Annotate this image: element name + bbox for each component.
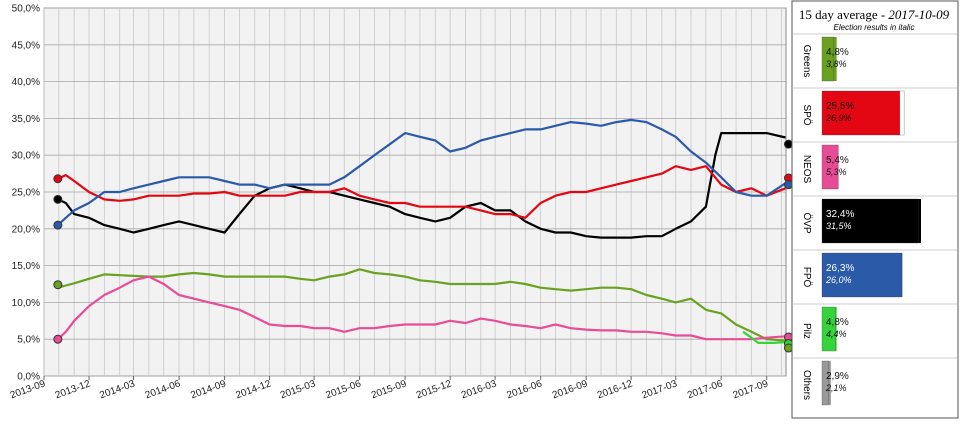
result-marker-fpoe — [783, 180, 793, 190]
y-tick-label: 40,0% — [12, 77, 40, 88]
x-tick-label: 2017-06 — [686, 378, 725, 401]
legend-bar-result — [821, 360, 829, 406]
legend-party-label: SPÖ — [801, 104, 813, 125]
series-line-oevp — [57, 132, 786, 239]
series-line-greens — [57, 268, 786, 342]
y-tick-label: 50,0% — [12, 4, 40, 15]
y-tick-label: 5,0% — [17, 335, 40, 346]
legend-subtitle: Election results in italic — [834, 23, 915, 32]
series-line-fpoe — [57, 118, 787, 226]
legend-value: 26,3% — [826, 263, 854, 274]
election-marker-neos — [53, 334, 63, 344]
legend-result: 26,0% — [825, 275, 852, 285]
x-tick-label: 2015-09 — [370, 378, 409, 401]
legend-bar-result — [821, 306, 836, 352]
legend-result: 31,5% — [826, 221, 852, 231]
series-line-spoe — [57, 165, 786, 219]
x-tick-label: 2016-09 — [551, 378, 590, 401]
legend-party-label: Greens — [801, 45, 812, 78]
legend-party-label: ÖVP — [801, 212, 813, 233]
legend-bar-result — [821, 252, 902, 298]
legend-bar-current — [822, 307, 837, 351]
legend-bar-result — [821, 198, 919, 244]
x-tick-label: 2015-03 — [279, 378, 318, 401]
election-marker-fpoe — [53, 220, 63, 230]
x-tick-label: 2017-03 — [640, 378, 679, 401]
x-tick-label: 2014-06 — [144, 378, 183, 401]
result-marker-greens — [783, 343, 793, 353]
y-tick-label: 15,0% — [12, 261, 40, 272]
legend-bar-current — [822, 91, 900, 135]
legend-bar-current — [822, 145, 839, 189]
election-marker-greens — [53, 280, 63, 290]
y-tick-label: 45,0% — [12, 40, 40, 51]
x-tick-label: 2017-09 — [731, 378, 770, 401]
legend-party-label: FPÖ — [801, 267, 813, 288]
legend-bar-result — [821, 90, 905, 136]
y-tick-label: 0,0% — [17, 372, 40, 383]
series-line-neos — [57, 275, 786, 341]
legend-result: 26,9% — [825, 113, 852, 123]
result-marker-oevp — [783, 139, 793, 149]
x-tick-label: 2016-06 — [505, 378, 544, 401]
legend-title: 15 day average - 2017-10-09 — [799, 7, 950, 22]
x-tick-label: 2014-12 — [234, 378, 273, 401]
legend-bar-current — [822, 37, 837, 81]
x-tick-label: 2013-12 — [54, 378, 93, 401]
x-tick-label: 2015-12 — [415, 378, 454, 401]
legend-value: 32,4% — [826, 209, 854, 220]
election-marker-oevp — [53, 194, 63, 204]
legend-bar-result — [821, 144, 839, 190]
legend-party-label: Others — [801, 370, 812, 400]
legend-bar-current — [822, 253, 903, 297]
y-tick-label: 20,0% — [12, 224, 40, 235]
legend-party-label: NEOS — [801, 155, 812, 184]
legend-bar-result — [821, 36, 834, 82]
x-tick-label: 2016-12 — [596, 378, 635, 401]
x-tick-label: 2016-03 — [460, 378, 499, 401]
legend-result: 3,8% — [826, 59, 847, 69]
y-tick-label: 35,0% — [12, 114, 40, 125]
legend-party-label: Pilz — [801, 323, 812, 339]
legend-value: 4,8% — [826, 47, 849, 58]
legend-value: 4,8% — [826, 317, 849, 328]
x-tick-label: 2015-06 — [324, 378, 363, 401]
y-tick-label: 25,0% — [12, 188, 40, 199]
election-marker-spoe — [53, 174, 63, 184]
legend-value: 2,9% — [826, 371, 849, 382]
legend-result: 5,3% — [826, 167, 847, 177]
legend-bar-current — [822, 361, 831, 405]
legend-bar-current — [822, 199, 921, 243]
legend-value: 25,5% — [826, 101, 854, 112]
x-tick-label: 2014-03 — [98, 378, 137, 401]
y-tick-label: 30,0% — [12, 151, 40, 162]
legend-value: 5,4% — [826, 155, 849, 166]
x-tick-label: 2014-09 — [189, 378, 228, 401]
series-line-pilz — [742, 330, 786, 344]
legend-result: 4,4% — [826, 329, 847, 339]
legend-result: 2,1% — [825, 383, 847, 393]
y-tick-label: 10,0% — [12, 298, 40, 309]
